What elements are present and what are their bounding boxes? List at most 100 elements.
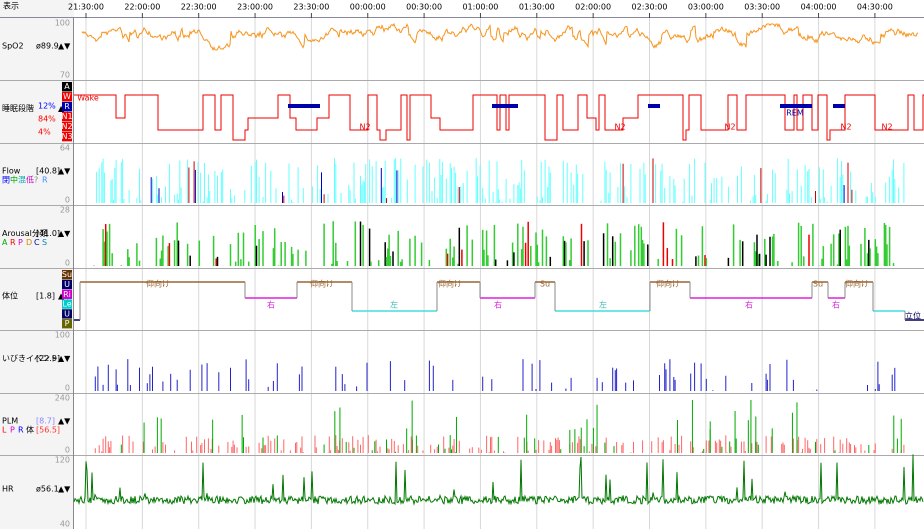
- time-label: 03:30:00: [744, 3, 780, 12]
- position-annotation: 仰向け: [845, 279, 869, 289]
- legend-item: 体: [26, 425, 34, 435]
- stage-annotation: Wake: [77, 94, 99, 103]
- stage-stat: 4%: [38, 128, 51, 137]
- rem-bar: [492, 104, 518, 108]
- badge: [62, 279, 72, 290]
- legend-item: A: [2, 238, 8, 247]
- time-label: 23:30:00: [293, 3, 329, 12]
- badge: [62, 111, 72, 122]
- badge-label: N1: [61, 112, 72, 121]
- badge: [62, 101, 72, 112]
- row-arrows[interactable]: ▲▼: [58, 417, 71, 426]
- menu[interactable]: 表示: [3, 1, 19, 11]
- time-label: 22:30:00: [181, 3, 217, 12]
- time-label: 00:30:00: [406, 3, 442, 12]
- position-annotation: 仰向け: [146, 279, 170, 289]
- scale-min: 0: [65, 259, 70, 268]
- badge: [62, 309, 72, 319]
- position-annotation: 左: [599, 300, 607, 310]
- scale-min: 0: [65, 446, 70, 455]
- scale-max: 100: [55, 331, 70, 340]
- row-arrows[interactable]: ▲▼: [58, 229, 71, 238]
- position-annotation: 仰向け: [438, 279, 462, 289]
- time-label: 02:30:00: [632, 3, 668, 12]
- stage-annotation: N2: [881, 123, 892, 132]
- row-label: 体位: [2, 291, 18, 301]
- position-annotation: 仰向け: [310, 279, 334, 289]
- badge-label: Ri: [63, 290, 71, 299]
- legend-item: S: [42, 238, 47, 247]
- row-label: いびきイベント: [2, 354, 58, 363]
- legend-item: P: [18, 238, 23, 247]
- stage-stat: 84%: [38, 115, 56, 124]
- stage-annotation: N2: [840, 123, 851, 132]
- row-arrows[interactable]: ▲▼: [58, 167, 71, 176]
- position-annotation: 右: [494, 300, 502, 310]
- badge: [62, 91, 72, 102]
- position-annotation: 右: [745, 300, 753, 310]
- position-annotation: 右: [267, 300, 275, 310]
- time-label: 00:00:00: [350, 3, 386, 12]
- scale-max: 100: [55, 19, 70, 28]
- time-label: 01:00:00: [462, 3, 498, 12]
- position-annotation: 右: [832, 300, 840, 310]
- badge: [62, 319, 72, 329]
- row-stat: [1.8]: [36, 292, 55, 301]
- row-stat: [8.7]: [36, 417, 55, 426]
- time-label: 04:00:00: [801, 3, 837, 12]
- badge-label: W: [63, 92, 71, 101]
- legend-item: P: [10, 426, 15, 435]
- rem-bar: [833, 104, 845, 108]
- badge: [62, 131, 72, 142]
- scale-min: 40: [60, 520, 70, 529]
- legend-item: 中: [10, 175, 18, 185]
- time-label: 22:00:00: [124, 3, 160, 12]
- scale-min: 0: [65, 196, 70, 205]
- hr-trace: [73, 454, 924, 506]
- badge-label: U: [64, 309, 70, 318]
- row-arrows[interactable]: ▲▼: [58, 42, 71, 51]
- legend-item: ?: [34, 176, 38, 185]
- row-label: 睡眠段階: [2, 103, 34, 113]
- scale-max: 64: [60, 144, 70, 153]
- row-stat: [41.0]: [36, 229, 60, 238]
- stage-stat: 12%: [38, 102, 56, 111]
- legend-item: 混: [18, 176, 26, 185]
- badge: [62, 299, 72, 309]
- row-label: PLM: [2, 417, 18, 426]
- rem-bar: [288, 104, 320, 108]
- legend-item: R: [10, 238, 16, 247]
- row-stat: [56.5]: [36, 426, 60, 435]
- badge: [62, 270, 72, 280]
- legend-item: 低: [26, 175, 34, 185]
- row-arrows[interactable]: ▲▼: [58, 485, 71, 494]
- badge-label: P: [65, 319, 70, 328]
- legend-item: R: [42, 176, 48, 185]
- badge: [62, 121, 72, 132]
- row-label: HR: [2, 485, 14, 494]
- label-panel: [0, 0, 74, 529]
- badge: [62, 289, 72, 299]
- legend-item: C: [34, 238, 40, 247]
- scale-min: 70: [60, 71, 70, 80]
- time-label: 03:00:00: [688, 3, 724, 12]
- row-stat: [40.8]: [36, 167, 60, 176]
- scale-max: 240: [55, 394, 70, 403]
- legend-item: R: [18, 426, 24, 435]
- position-annotation: 仰向け: [656, 279, 680, 289]
- row-stat: ø56.1: [36, 485, 59, 494]
- scale-max: 28: [60, 206, 70, 215]
- badge-label: Le: [62, 300, 71, 309]
- position-annotation: 立位: [905, 311, 921, 321]
- badge-label: Su: [62, 270, 72, 279]
- badge-label: A: [64, 82, 70, 91]
- row-arrows[interactable]: ▲▼: [58, 354, 71, 363]
- row-label: Flow: [2, 167, 21, 176]
- position-annotation: Su: [813, 280, 823, 289]
- time-label: 04:30:00: [857, 3, 893, 12]
- position-annotation: 左: [390, 300, 398, 310]
- row-stat: ø89.9: [36, 42, 59, 51]
- stage-annotation: N2: [724, 123, 735, 132]
- hypnogram: [74, 94, 924, 141]
